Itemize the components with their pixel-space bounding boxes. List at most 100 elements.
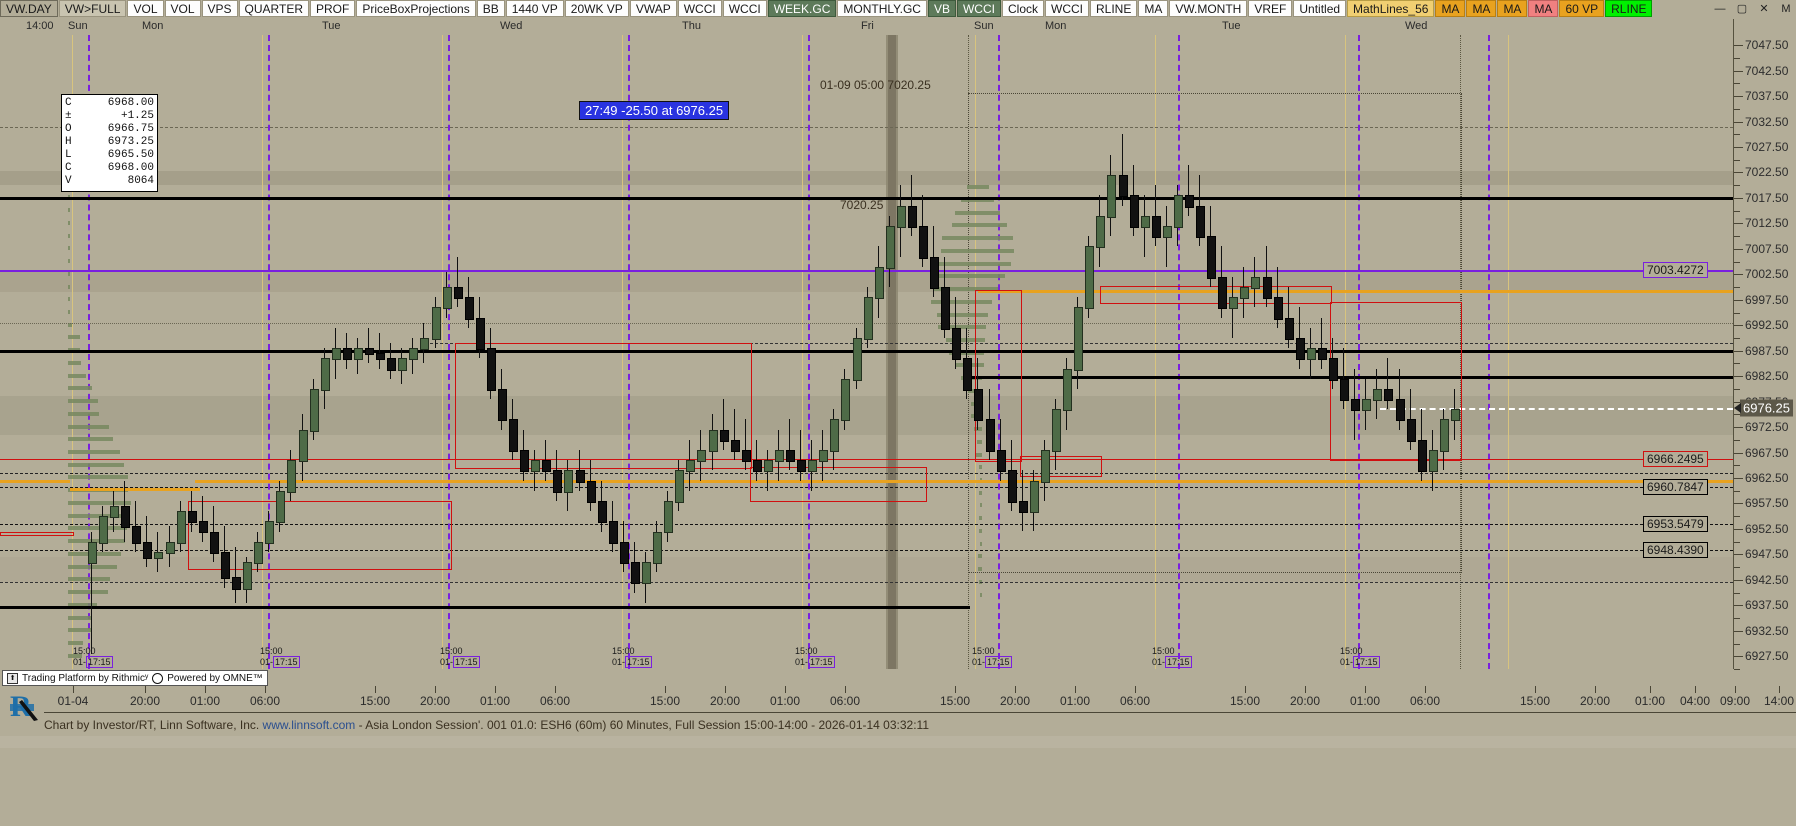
volume-profile-bar <box>68 565 117 569</box>
toolbar-button-ma[interactable]: MA <box>1497 0 1527 17</box>
window-controls[interactable]: — ▢ ✕ M <box>1712 1 1794 16</box>
price-axis[interactable]: 7047.50 7042.50 7037.50 7032.50 7027.50 7022.… <box>1733 19 1796 669</box>
session-chip: 01- 17:15 <box>1152 657 1192 667</box>
maximize-icon[interactable]: ▢ <box>1734 1 1750 16</box>
price-tick <box>1734 605 1743 606</box>
price-axis-label: 6952.50 <box>1745 522 1788 536</box>
toolbar-button-bb[interactable]: BB <box>477 0 505 17</box>
session-chip: 01- 17:15 <box>440 657 480 667</box>
minimize-icon[interactable]: — <box>1712 1 1728 16</box>
session-close-time: 17:15 <box>1165 656 1192 668</box>
session-date: 01- <box>795 657 808 667</box>
volume-profile-bar <box>68 616 92 620</box>
toolbar-button-ma[interactable]: MA <box>1138 0 1168 17</box>
toolbar-button-1440-vp[interactable]: 1440 VP <box>506 0 564 17</box>
candle-body <box>387 358 396 370</box>
price-chart-canvas[interactable]: 7003.4272 6966.2495 6960.7847 6953.5479 6948… <box>0 35 1733 669</box>
time-axis-label: 01:00 <box>770 694 800 708</box>
price-level-label: 7003.4272 <box>1643 262 1708 278</box>
indicator-toolbar[interactable]: VW.DAY VW>FULL VOL VOL VPS QUARTER PROF PriceBo… <box>0 0 1796 19</box>
time-axis[interactable]: 01-04 20:00 01:00 06:00 15:00 20:00 01:00 06:00… <box>0 686 1796 716</box>
toolbar-button-ma[interactable]: MA <box>1528 0 1558 17</box>
candle-body <box>420 338 429 350</box>
candle-body <box>531 460 540 472</box>
price-axis-label: 6962.50 <box>1745 471 1788 485</box>
menu-indicator-icon[interactable]: M <box>1778 1 1794 16</box>
price-tick-minor <box>1734 134 1740 135</box>
toolbar-button-wcci[interactable]: WCCI <box>678 0 722 17</box>
session-date: 01- <box>972 657 985 667</box>
toolbar-button-vw-full[interactable]: VW>FULL <box>59 0 127 17</box>
toolbar-button-untitled[interactable]: Untitled <box>1293 0 1346 17</box>
toolbar-button-60-vp[interactable]: 60 VP <box>1559 0 1604 17</box>
toolbar-button-ma[interactable]: MA <box>1466 0 1496 17</box>
time-axis-label: 01:00 <box>1350 694 1380 708</box>
price-axis-label: 7002.50 <box>1745 267 1788 281</box>
time-tick <box>435 686 436 693</box>
toolbar-button-20wk-vp[interactable]: 20WK VP <box>565 0 629 17</box>
volume-profile-bar <box>68 463 124 467</box>
time-axis-label: 20:00 <box>710 694 740 708</box>
ohlc-value: 8064 <box>93 175 154 188</box>
toolbar-button-vb[interactable]: VB <box>928 0 956 17</box>
toolbar-button-vol[interactable]: VOL <box>127 0 163 17</box>
time-tick <box>1075 686 1076 693</box>
candle-body <box>1396 399 1405 421</box>
horizontal-scrollbar[interactable] <box>0 736 1796 748</box>
candle-body <box>1351 399 1360 411</box>
toolbar-button-vwap[interactable]: VWAP <box>630 0 677 17</box>
time-tick <box>495 686 496 693</box>
toolbar-button-vol[interactable]: VOL <box>165 0 201 17</box>
toolbar-button-vw-day[interactable]: VW.DAY <box>0 0 58 17</box>
toolbar-button-vps[interactable]: VPS <box>202 0 238 17</box>
toolbar-button-wcci[interactable]: WCCI <box>957 0 1001 17</box>
candle-wick <box>745 419 746 470</box>
toolbar-button-mathlines-56[interactable]: MathLines_56 <box>1347 0 1434 17</box>
toolbar-button-rline[interactable]: RLINE <box>1605 0 1652 17</box>
session-close-time: 17:15 <box>1353 656 1380 668</box>
toolbar-button-ma[interactable]: MA <box>1435 0 1465 17</box>
rithmic-label: Trading Platform by Rithmicʸ <box>22 673 148 684</box>
toolbar-button-rline[interactable]: RLINE <box>1090 0 1137 17</box>
candle-body <box>686 460 695 472</box>
candle-body <box>243 562 252 589</box>
vwap-line <box>0 480 70 483</box>
toolbar-button-quarter[interactable]: QUARTER <box>239 0 309 17</box>
price-tick <box>1734 249 1743 250</box>
price-level-line <box>0 270 1733 272</box>
toolbar-button-monthly-gc[interactable]: MONTHLY.GC <box>837 0 927 17</box>
toolbar-button-clock[interactable]: Clock <box>1002 0 1044 17</box>
session-chip: 01- 17:15 <box>612 657 652 667</box>
price-tick-minor <box>1734 287 1740 288</box>
price-tick <box>1734 427 1743 428</box>
volume-profile-bar <box>68 386 92 390</box>
rithmic-checkbox-icon[interactable]: ⬆ <box>7 673 18 684</box>
close-icon[interactable]: ✕ <box>1756 1 1772 16</box>
toolbar-button-vw-month[interactable]: VW.MONTH <box>1169 0 1247 17</box>
ohlc-row: C 6968.00 <box>65 97 154 110</box>
ohlc-key: H <box>65 136 93 149</box>
price-axis-label: 6932.50 <box>1745 624 1788 638</box>
price-tick-minor <box>1734 567 1740 568</box>
candle-body <box>1329 358 1338 380</box>
candle-wick <box>457 257 458 308</box>
toolbar-button-priceboxprojections[interactable]: PriceBoxProjections <box>356 0 475 17</box>
toolbar-button-week-gc[interactable]: WEEK.GC <box>768 0 837 17</box>
toolbar-button-vref[interactable]: VREF <box>1248 0 1292 17</box>
price-axis-label: 6957.50 <box>1745 496 1788 510</box>
linnsoft-link[interactable]: www.linnsoft.com <box>263 718 356 732</box>
candle-body <box>287 460 296 493</box>
time-tick <box>955 686 956 693</box>
toolbar-button-prof[interactable]: PROF <box>310 0 355 17</box>
candle-body <box>476 318 485 351</box>
candle-wick <box>1321 318 1322 369</box>
price-tick <box>1734 351 1743 352</box>
candle-body <box>1096 216 1105 249</box>
toolbar-button-wcci[interactable]: WCCI <box>1045 0 1089 17</box>
time-tick <box>1245 686 1246 693</box>
day-label: Fri <box>861 20 874 32</box>
toolbar-button-wcci[interactable]: WCCI <box>723 0 767 17</box>
candle-body <box>1296 338 1305 360</box>
price-level-label: 6966.2495 <box>1643 451 1708 467</box>
time-axis-label: 01:00 <box>1635 694 1665 708</box>
